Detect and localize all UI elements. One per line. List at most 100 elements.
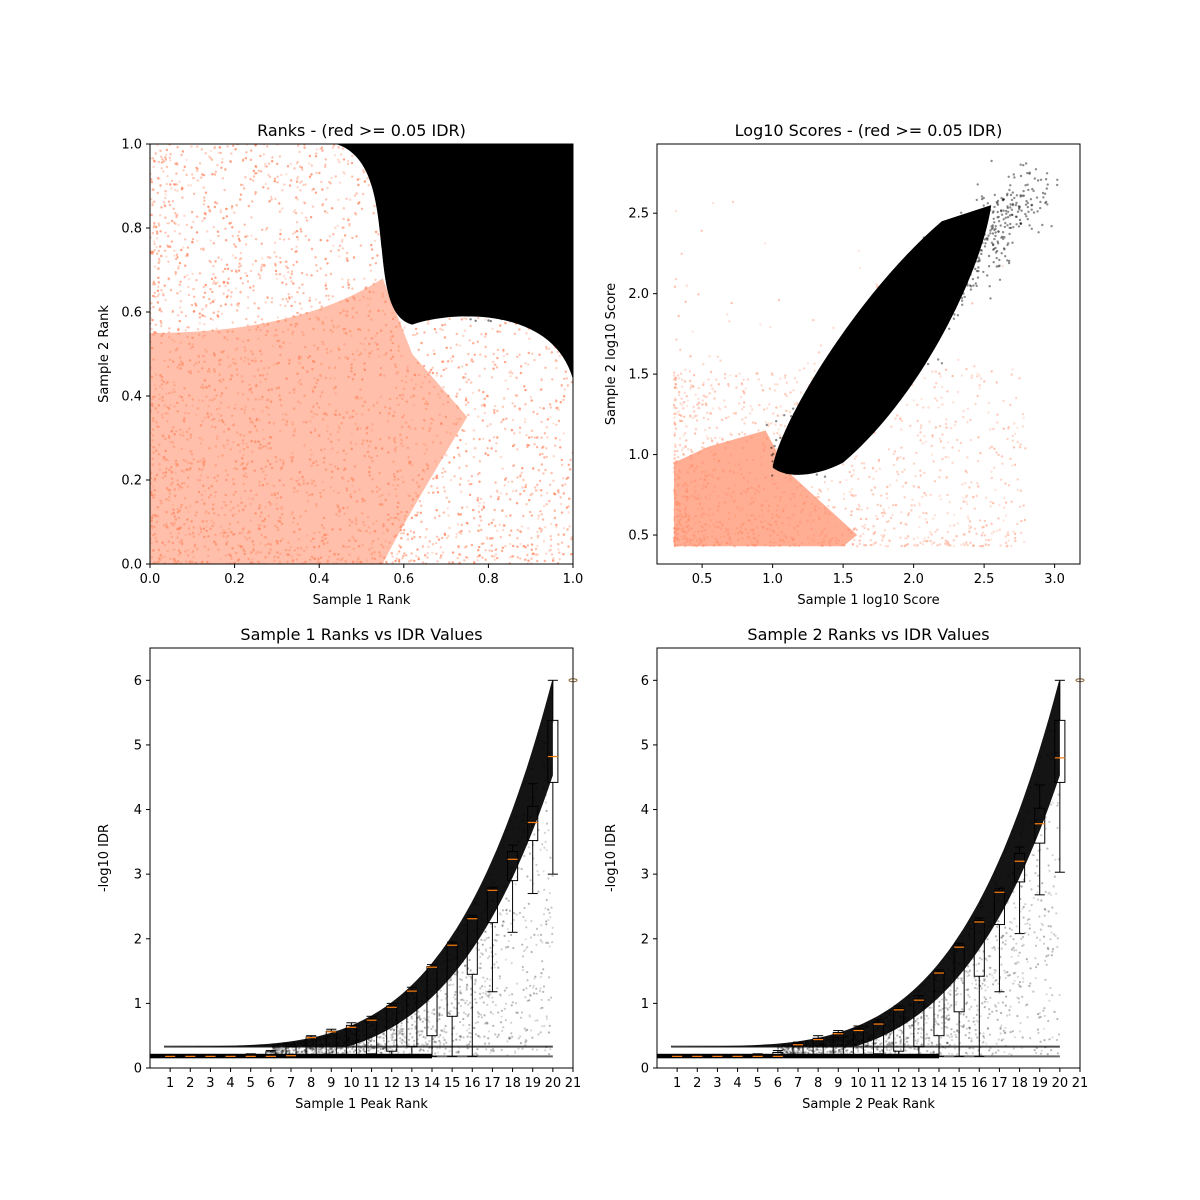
fail-point	[426, 353, 429, 357]
fail-point	[202, 386, 205, 390]
fail-point	[153, 283, 157, 286]
fail-point	[204, 348, 207, 351]
fail-point	[251, 497, 254, 501]
fail-point	[518, 353, 521, 356]
fail-point	[166, 381, 170, 384]
fail-point	[464, 376, 467, 379]
fail-point	[379, 503, 382, 506]
fail-point	[154, 407, 157, 410]
fail-point	[321, 320, 324, 324]
fail-point	[261, 519, 264, 523]
fail-point	[199, 424, 203, 427]
fail-point	[260, 511, 263, 514]
fail-point	[232, 424, 235, 427]
fail-point	[347, 545, 351, 548]
fail-point	[361, 442, 364, 445]
fail-point	[515, 489, 518, 492]
fail-point	[463, 329, 467, 332]
fail-point	[157, 293, 161, 296]
fail-point	[199, 442, 203, 445]
fail-point	[315, 460, 318, 463]
fail-point	[244, 349, 247, 352]
fail-point	[310, 453, 313, 457]
fail-point	[203, 460, 206, 463]
fail-point	[540, 436, 543, 439]
fail-point	[394, 535, 397, 538]
fail-point	[305, 546, 308, 549]
fail-point	[201, 219, 204, 223]
fail-point	[459, 553, 462, 556]
fail-point	[221, 161, 224, 164]
fail-point	[320, 188, 324, 191]
fail-point	[251, 497, 254, 501]
fail-point	[411, 418, 414, 421]
fail-point	[243, 550, 246, 553]
fail-point	[173, 390, 176, 394]
fail-point	[152, 525, 156, 529]
fail-point	[153, 395, 157, 398]
fail-point	[411, 478, 415, 482]
fail-point	[235, 551, 238, 555]
fail-point	[219, 525, 222, 528]
fail-point	[519, 371, 523, 375]
fail-point	[276, 162, 279, 166]
fail-point	[230, 374, 233, 377]
fail-point	[241, 528, 245, 531]
fail-point	[164, 158, 168, 161]
fail-point	[221, 454, 224, 457]
fail-point	[303, 202, 307, 205]
fail-point	[544, 526, 547, 529]
fail-point	[155, 449, 158, 452]
fail-point	[263, 263, 266, 267]
fail-point	[458, 388, 461, 391]
fail-point	[257, 307, 260, 310]
fail-point	[164, 412, 167, 415]
fail-point	[282, 459, 285, 462]
fail-point	[369, 263, 372, 267]
fail-point	[302, 333, 305, 337]
fail-point	[180, 469, 184, 472]
fail-point	[162, 458, 165, 461]
fail-point	[357, 556, 360, 559]
fail-point	[211, 290, 214, 294]
fail-point	[344, 356, 347, 359]
fail-point	[524, 418, 527, 421]
fail-point	[152, 451, 155, 454]
fail-point	[316, 269, 319, 273]
fail-point	[214, 445, 218, 448]
fail-point	[418, 535, 422, 539]
fail-point	[298, 554, 301, 557]
fail-point	[347, 375, 350, 379]
fail-point	[158, 393, 161, 396]
fail-point	[195, 166, 198, 170]
fail-point	[300, 230, 303, 233]
fail-point	[244, 505, 247, 508]
fail-point	[405, 400, 408, 403]
fail-point	[246, 398, 250, 401]
fail-point	[263, 264, 266, 268]
fail-point	[250, 391, 253, 394]
fail-point	[321, 322, 325, 325]
fail-point	[296, 372, 299, 375]
fail-point	[258, 418, 261, 422]
fail-point	[391, 341, 394, 345]
fail-point	[212, 242, 215, 245]
fail-point	[205, 525, 208, 528]
fail-point	[341, 238, 344, 241]
fail-point	[428, 429, 431, 433]
fail-point	[293, 388, 296, 391]
fail-point	[151, 428, 155, 431]
fail-point	[510, 555, 514, 558]
fail-point	[279, 552, 282, 555]
fail-point	[402, 480, 405, 484]
fail-point	[262, 153, 266, 156]
fail-point	[563, 377, 566, 380]
fail-point	[472, 437, 476, 441]
fail-point	[226, 443, 229, 446]
fail-point	[260, 265, 263, 268]
fail-point	[167, 391, 171, 395]
fail-point	[259, 374, 262, 377]
fail-point	[453, 475, 456, 478]
fail-point	[270, 301, 273, 304]
fail-point	[339, 528, 342, 531]
